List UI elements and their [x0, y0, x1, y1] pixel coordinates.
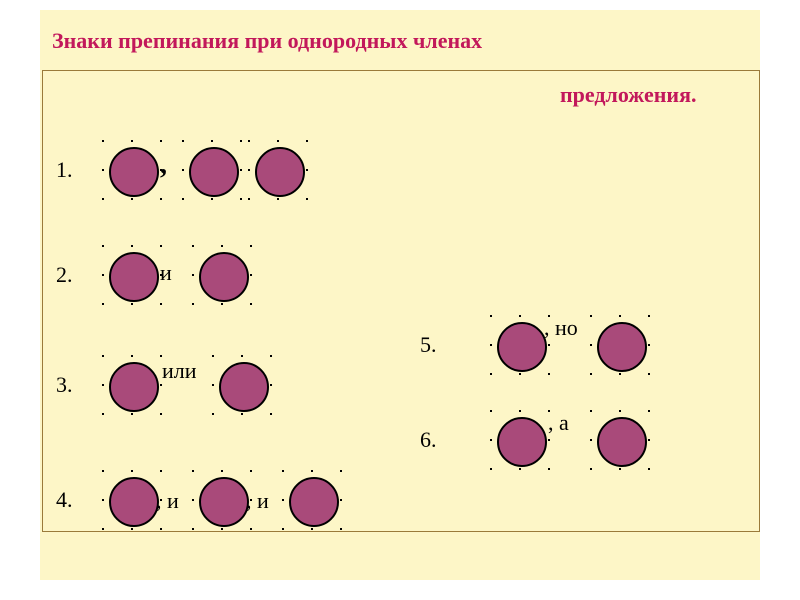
pattern-circle — [102, 355, 162, 415]
row-number: 2. — [56, 262, 73, 288]
slide-title: Знаки препинания при однородных членах — [52, 28, 482, 54]
slide-subtitle: предложения. — [560, 82, 697, 108]
row-number: 6. — [420, 427, 437, 453]
pattern-circle — [490, 315, 550, 375]
pattern-circle — [102, 140, 162, 200]
pattern-circle — [192, 245, 252, 305]
connector-text: или — [162, 358, 197, 384]
pattern-circle — [102, 470, 162, 530]
pattern-circle — [590, 315, 650, 375]
pattern-circle — [212, 355, 272, 415]
pattern-circle — [102, 245, 162, 305]
slide-canvas: Знаки препинания при однородных членах п… — [40, 10, 760, 580]
connector-text: , и — [246, 488, 269, 514]
row-number: 4. — [56, 487, 73, 513]
connector-text: , но — [544, 315, 578, 341]
pattern-circle — [182, 140, 242, 200]
connector-text: , а — [548, 410, 569, 436]
connector-text: и — [160, 260, 172, 286]
row-number: 3. — [56, 372, 73, 398]
pattern-circle — [490, 410, 550, 470]
pattern-circle — [192, 470, 252, 530]
row-number: 1. — [56, 157, 73, 183]
connector-text: , — [160, 149, 167, 181]
pattern-circle — [248, 140, 308, 200]
pattern-circle — [282, 470, 342, 530]
pattern-circle — [590, 410, 650, 470]
row-number: 5. — [420, 332, 437, 358]
connector-text: , и — [156, 488, 179, 514]
